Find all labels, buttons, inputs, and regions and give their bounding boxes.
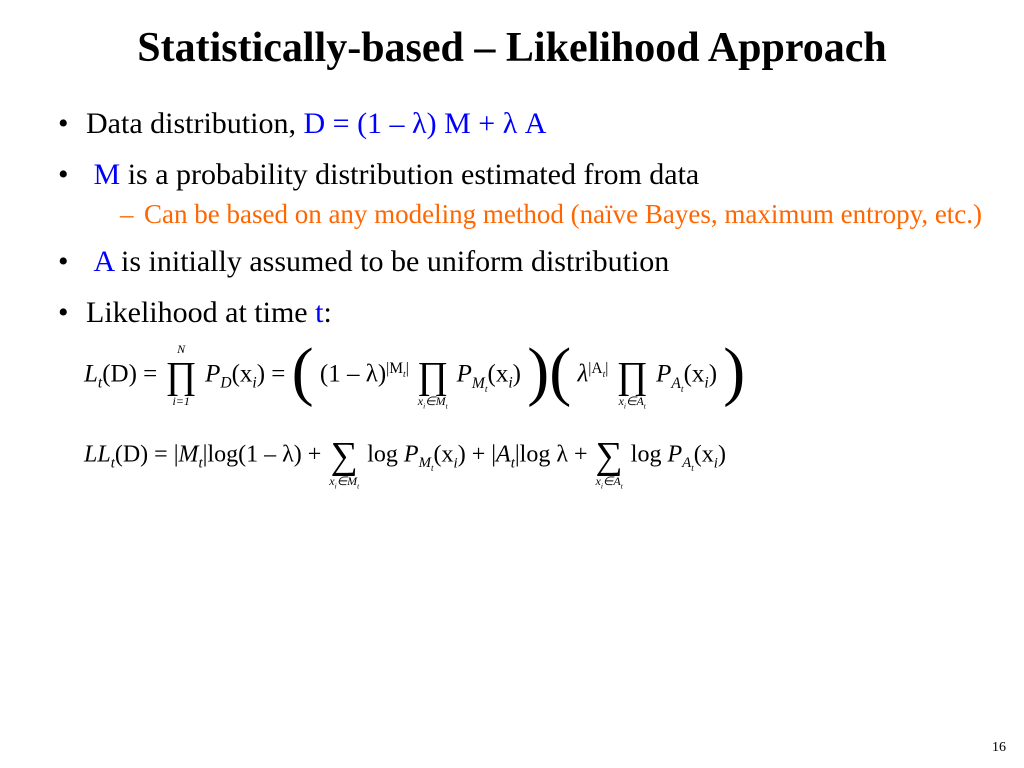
eq2-logPA: log bbox=[631, 442, 668, 468]
eq2-PM-sub: Mt bbox=[419, 455, 434, 471]
product-symbol-2: ∏ bbox=[417, 357, 448, 395]
eq2-logPM: log bbox=[367, 442, 404, 468]
prod2-lower: xi∈Mt bbox=[417, 395, 448, 409]
eq2-xi1-open: (x bbox=[434, 442, 454, 468]
bullet-1-formula: D = (1 – λ) M + λ A bbox=[303, 107, 546, 140]
eq1-PD: P bbox=[205, 361, 220, 388]
eq1-exp-A-close: | bbox=[605, 360, 608, 377]
s2-in-A: ∈A bbox=[603, 474, 621, 488]
bullet-data-distribution: Data distribution, D = (1 – λ) M + λ A bbox=[58, 104, 984, 145]
eq2-M: M bbox=[179, 442, 199, 468]
eq1-PM-sub: Mt bbox=[472, 375, 488, 392]
eq2-plus1: + bbox=[472, 442, 492, 468]
product-symbol: ∏ bbox=[166, 357, 197, 395]
bullet-3-var: A bbox=[94, 245, 114, 278]
eq1-xi2-open: (x bbox=[488, 361, 509, 388]
eq1-PD-sub: D bbox=[220, 375, 231, 392]
eq2-xi1-close: ) bbox=[458, 442, 466, 468]
bullet-1-prefix: Data distribution, bbox=[86, 107, 303, 140]
eq2-log1: log(1 – λ) + bbox=[207, 442, 327, 468]
eq2-PA-A: A bbox=[682, 455, 691, 471]
sum2-lower: xi∈At bbox=[596, 475, 623, 489]
eq2-PA-sub: At bbox=[682, 455, 694, 471]
product-symbol-3: ∏ bbox=[617, 357, 648, 395]
p3-t: t bbox=[644, 401, 646, 410]
eq1-PA-sub: At bbox=[671, 375, 683, 392]
bullet-4-suffix: : bbox=[323, 296, 331, 329]
sum-symbol-2: ∑ bbox=[596, 437, 623, 475]
eq1-PA: P bbox=[656, 361, 671, 388]
eq2-xi2-close: ) bbox=[718, 442, 726, 468]
sum-symbol-1: ∑ bbox=[329, 437, 359, 475]
equation-likelihood: Lt(D) = N ∏ i=1 PD(xi) = ( (1 – λ)|Mt| ∏… bbox=[84, 343, 984, 409]
equation-log-likelihood: LLt(D) = |Mt|log(1 – λ) + ∑ xi∈Mt log PM… bbox=[84, 423, 984, 489]
bullet-list: Data distribution, D = (1 – λ) M + λ A M… bbox=[40, 104, 984, 333]
product-3: ∏ xi∈At bbox=[617, 343, 648, 409]
eq2-ofD: (D) = bbox=[115, 442, 174, 468]
bullet-3-text: is initially assumed to be uniform distr… bbox=[114, 245, 670, 278]
eq2-xi2-open: (x bbox=[694, 442, 714, 468]
p2-t: t bbox=[446, 401, 448, 410]
eq2-PA: P bbox=[667, 442, 682, 468]
eq2-PM: P bbox=[404, 442, 419, 468]
p3-in-A: ∈A bbox=[626, 394, 644, 408]
bullet-m-distribution: M is a probability distribution estimate… bbox=[58, 155, 984, 233]
s1-t: t bbox=[357, 481, 359, 490]
eq1-PM-M: M bbox=[472, 375, 485, 392]
eq1-xi3-open: (x bbox=[684, 361, 705, 388]
bullet-2-var: M bbox=[94, 158, 121, 191]
sub-bullet-list: Can be based on any modeling method (naï… bbox=[86, 197, 984, 232]
eq1-xi3-close: ) bbox=[709, 361, 717, 388]
eq1-exp-A-open: |A bbox=[588, 360, 602, 377]
eq2-A: A bbox=[496, 442, 511, 468]
eq1-exp-M-close: | bbox=[406, 360, 409, 377]
prod1-lower: i=1 bbox=[166, 395, 197, 409]
sub-bullet-modeling: Can be based on any modeling method (naï… bbox=[120, 197, 984, 232]
eq1-PM: P bbox=[457, 361, 472, 388]
sum-1: ∑ xi∈Mt bbox=[329, 423, 359, 489]
eq2-PM-M: M bbox=[419, 455, 431, 471]
eq1-ofD: (D) = bbox=[102, 361, 163, 388]
prod3-lower: xi∈At bbox=[617, 395, 648, 409]
bullet-2-text: is a probability distribution estimated … bbox=[120, 158, 699, 191]
slide: Statistically-based – Likelihood Approac… bbox=[0, 0, 1024, 768]
s1-in-M: ∈M bbox=[337, 474, 357, 488]
product-1: N ∏ i=1 bbox=[166, 343, 197, 409]
bullet-4-prefix: Likelihood at time bbox=[86, 296, 315, 329]
eq1-PA-A: A bbox=[671, 375, 680, 392]
s2-t: t bbox=[621, 481, 623, 490]
eq1-L: L bbox=[84, 361, 98, 388]
eq1-lam2: λ bbox=[577, 361, 588, 388]
sum-2: ∑ xi∈At bbox=[596, 423, 623, 489]
eq2-LL: LL bbox=[84, 442, 111, 468]
eq1-exp-A: |At| bbox=[588, 360, 608, 377]
eq1-exp-M: |Mt| bbox=[386, 360, 409, 377]
eq1-xi2-close: ) bbox=[513, 361, 521, 388]
eq1-close-eq: ) = bbox=[257, 361, 292, 388]
bullet-likelihood: Likelihood at time t: bbox=[58, 293, 984, 334]
product-2: ∏ xi∈Mt bbox=[417, 343, 448, 409]
bullet-a-uniform: A is initially assumed to be uniform dis… bbox=[58, 242, 984, 283]
sum1-lower: xi∈Mt bbox=[329, 475, 359, 489]
eq1-xi-open: (x bbox=[232, 361, 253, 388]
eq1-exp-M-open: |M bbox=[386, 360, 403, 377]
slide-title: Statistically-based – Likelihood Approac… bbox=[40, 24, 984, 72]
eq2-loglam: log λ + bbox=[520, 442, 594, 468]
p2-in-M: ∈M bbox=[425, 394, 445, 408]
page-number: 16 bbox=[992, 740, 1006, 756]
eq1-lam1: (1 – λ) bbox=[320, 361, 386, 388]
